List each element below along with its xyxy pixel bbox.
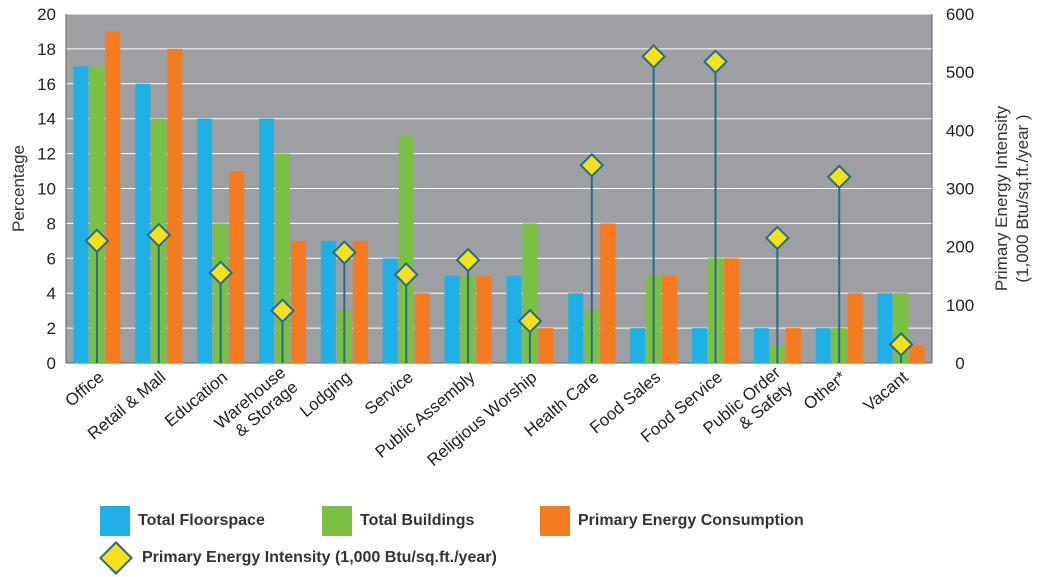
bar bbox=[724, 258, 739, 363]
legend-diamond-icon bbox=[99, 541, 133, 575]
bar bbox=[89, 66, 105, 363]
y2-tick-label: 100 bbox=[946, 296, 974, 315]
x-tick-label: Other* bbox=[800, 367, 850, 413]
x-tick-label: Lodging bbox=[296, 368, 355, 421]
y2-tick-label: 300 bbox=[946, 180, 974, 199]
bar bbox=[568, 293, 584, 363]
bar bbox=[506, 275, 522, 363]
legend-item-intensity: Primary Energy Intensity (1,000 Btu/sq.f… bbox=[96, 541, 497, 575]
y-axis-label: Percentage bbox=[9, 145, 28, 232]
bar bbox=[135, 83, 151, 364]
bar bbox=[847, 293, 863, 363]
bar bbox=[909, 345, 925, 363]
intensity-marker bbox=[641, 44, 667, 69]
y2-axis-label: Primary Energy Intensity bbox=[992, 105, 1011, 291]
legend-swatch-buildings bbox=[322, 506, 352, 536]
bar bbox=[815, 328, 831, 363]
bar bbox=[73, 66, 89, 363]
intensity-marker bbox=[331, 240, 357, 265]
bar bbox=[291, 240, 306, 363]
y-tick-label: 20 bbox=[37, 5, 56, 24]
chart-svg: 024681012141618200100200300400500600Perc… bbox=[9, 5, 1032, 470]
y2-axis-label: (1,000 Btu/sq.ft./year ) bbox=[1013, 114, 1032, 282]
bar bbox=[630, 328, 646, 363]
bar bbox=[229, 171, 245, 363]
bar bbox=[877, 293, 893, 363]
bar bbox=[320, 240, 336, 363]
intensity-marker bbox=[270, 298, 295, 324]
intensity-marker bbox=[764, 225, 790, 251]
intensity-marker bbox=[826, 164, 852, 190]
y2-tick-label: 400 bbox=[946, 121, 974, 140]
y-tick-label: 18 bbox=[37, 40, 56, 59]
y2-tick-label: 0 bbox=[955, 354, 964, 373]
legend-label-intensity: Primary Energy Intensity (1,000 Btu/sq.f… bbox=[142, 549, 497, 566]
bar bbox=[382, 258, 398, 363]
y-tick-label: 6 bbox=[47, 249, 56, 268]
y-tick-label: 8 bbox=[47, 214, 56, 233]
legend-swatch-floorspace bbox=[100, 506, 130, 536]
x-tick-label: Religious Worship bbox=[424, 368, 541, 470]
x-tick-label: Office bbox=[62, 368, 108, 411]
bar bbox=[398, 136, 414, 363]
bar bbox=[476, 275, 492, 363]
legend: Total Floorspace Total Buildings Primary… bbox=[99, 506, 1000, 576]
bar bbox=[538, 328, 554, 363]
legend-item-floorspace: Total Floorspace bbox=[100, 506, 265, 536]
bar bbox=[259, 118, 274, 363]
legend-swatch-consumption bbox=[540, 506, 570, 536]
bar bbox=[600, 223, 616, 363]
intensity-marker bbox=[84, 228, 110, 254]
bar bbox=[414, 293, 430, 363]
bar bbox=[197, 118, 213, 363]
bar bbox=[692, 328, 707, 363]
y2-tick-label: 500 bbox=[946, 63, 974, 82]
legend-label-floorspace: Total Floorspace bbox=[138, 512, 265, 529]
y-tick-label: 4 bbox=[47, 284, 56, 303]
bar bbox=[167, 48, 183, 364]
intensity-marker bbox=[888, 331, 914, 357]
intensity-marker bbox=[579, 152, 605, 178]
bar bbox=[105, 31, 121, 363]
legend-item-consumption: Primary Energy Consumption bbox=[540, 506, 804, 536]
intensity-marker bbox=[146, 222, 172, 248]
y-tick-label: 16 bbox=[37, 75, 56, 94]
legend-item-buildings: Total Buildings bbox=[322, 506, 474, 536]
intensity-marker bbox=[455, 247, 481, 273]
y2-tick-label: 200 bbox=[946, 238, 974, 257]
y2-tick-label: 600 bbox=[946, 5, 974, 24]
x-tick-label: Vacant bbox=[860, 367, 912, 415]
intensity-marker bbox=[208, 260, 234, 286]
intensity-marker bbox=[393, 262, 419, 288]
x-tick-label: Service bbox=[361, 368, 417, 419]
intensity-marker bbox=[703, 49, 728, 75]
y-tick-label: 14 bbox=[37, 110, 56, 129]
y-tick-label: 2 bbox=[47, 319, 56, 338]
intensity-marker bbox=[517, 308, 543, 334]
bar bbox=[444, 275, 460, 363]
y-tick-label: 0 bbox=[47, 354, 56, 373]
bar bbox=[785, 328, 801, 363]
legend-label-buildings: Total Buildings bbox=[360, 512, 475, 529]
bar bbox=[352, 240, 368, 363]
bar bbox=[662, 275, 678, 363]
y-tick-label: 12 bbox=[37, 145, 56, 164]
y-tick-label: 10 bbox=[37, 180, 56, 199]
legend-label-consumption: Primary Energy Consumption bbox=[578, 512, 804, 529]
bar bbox=[753, 328, 769, 363]
